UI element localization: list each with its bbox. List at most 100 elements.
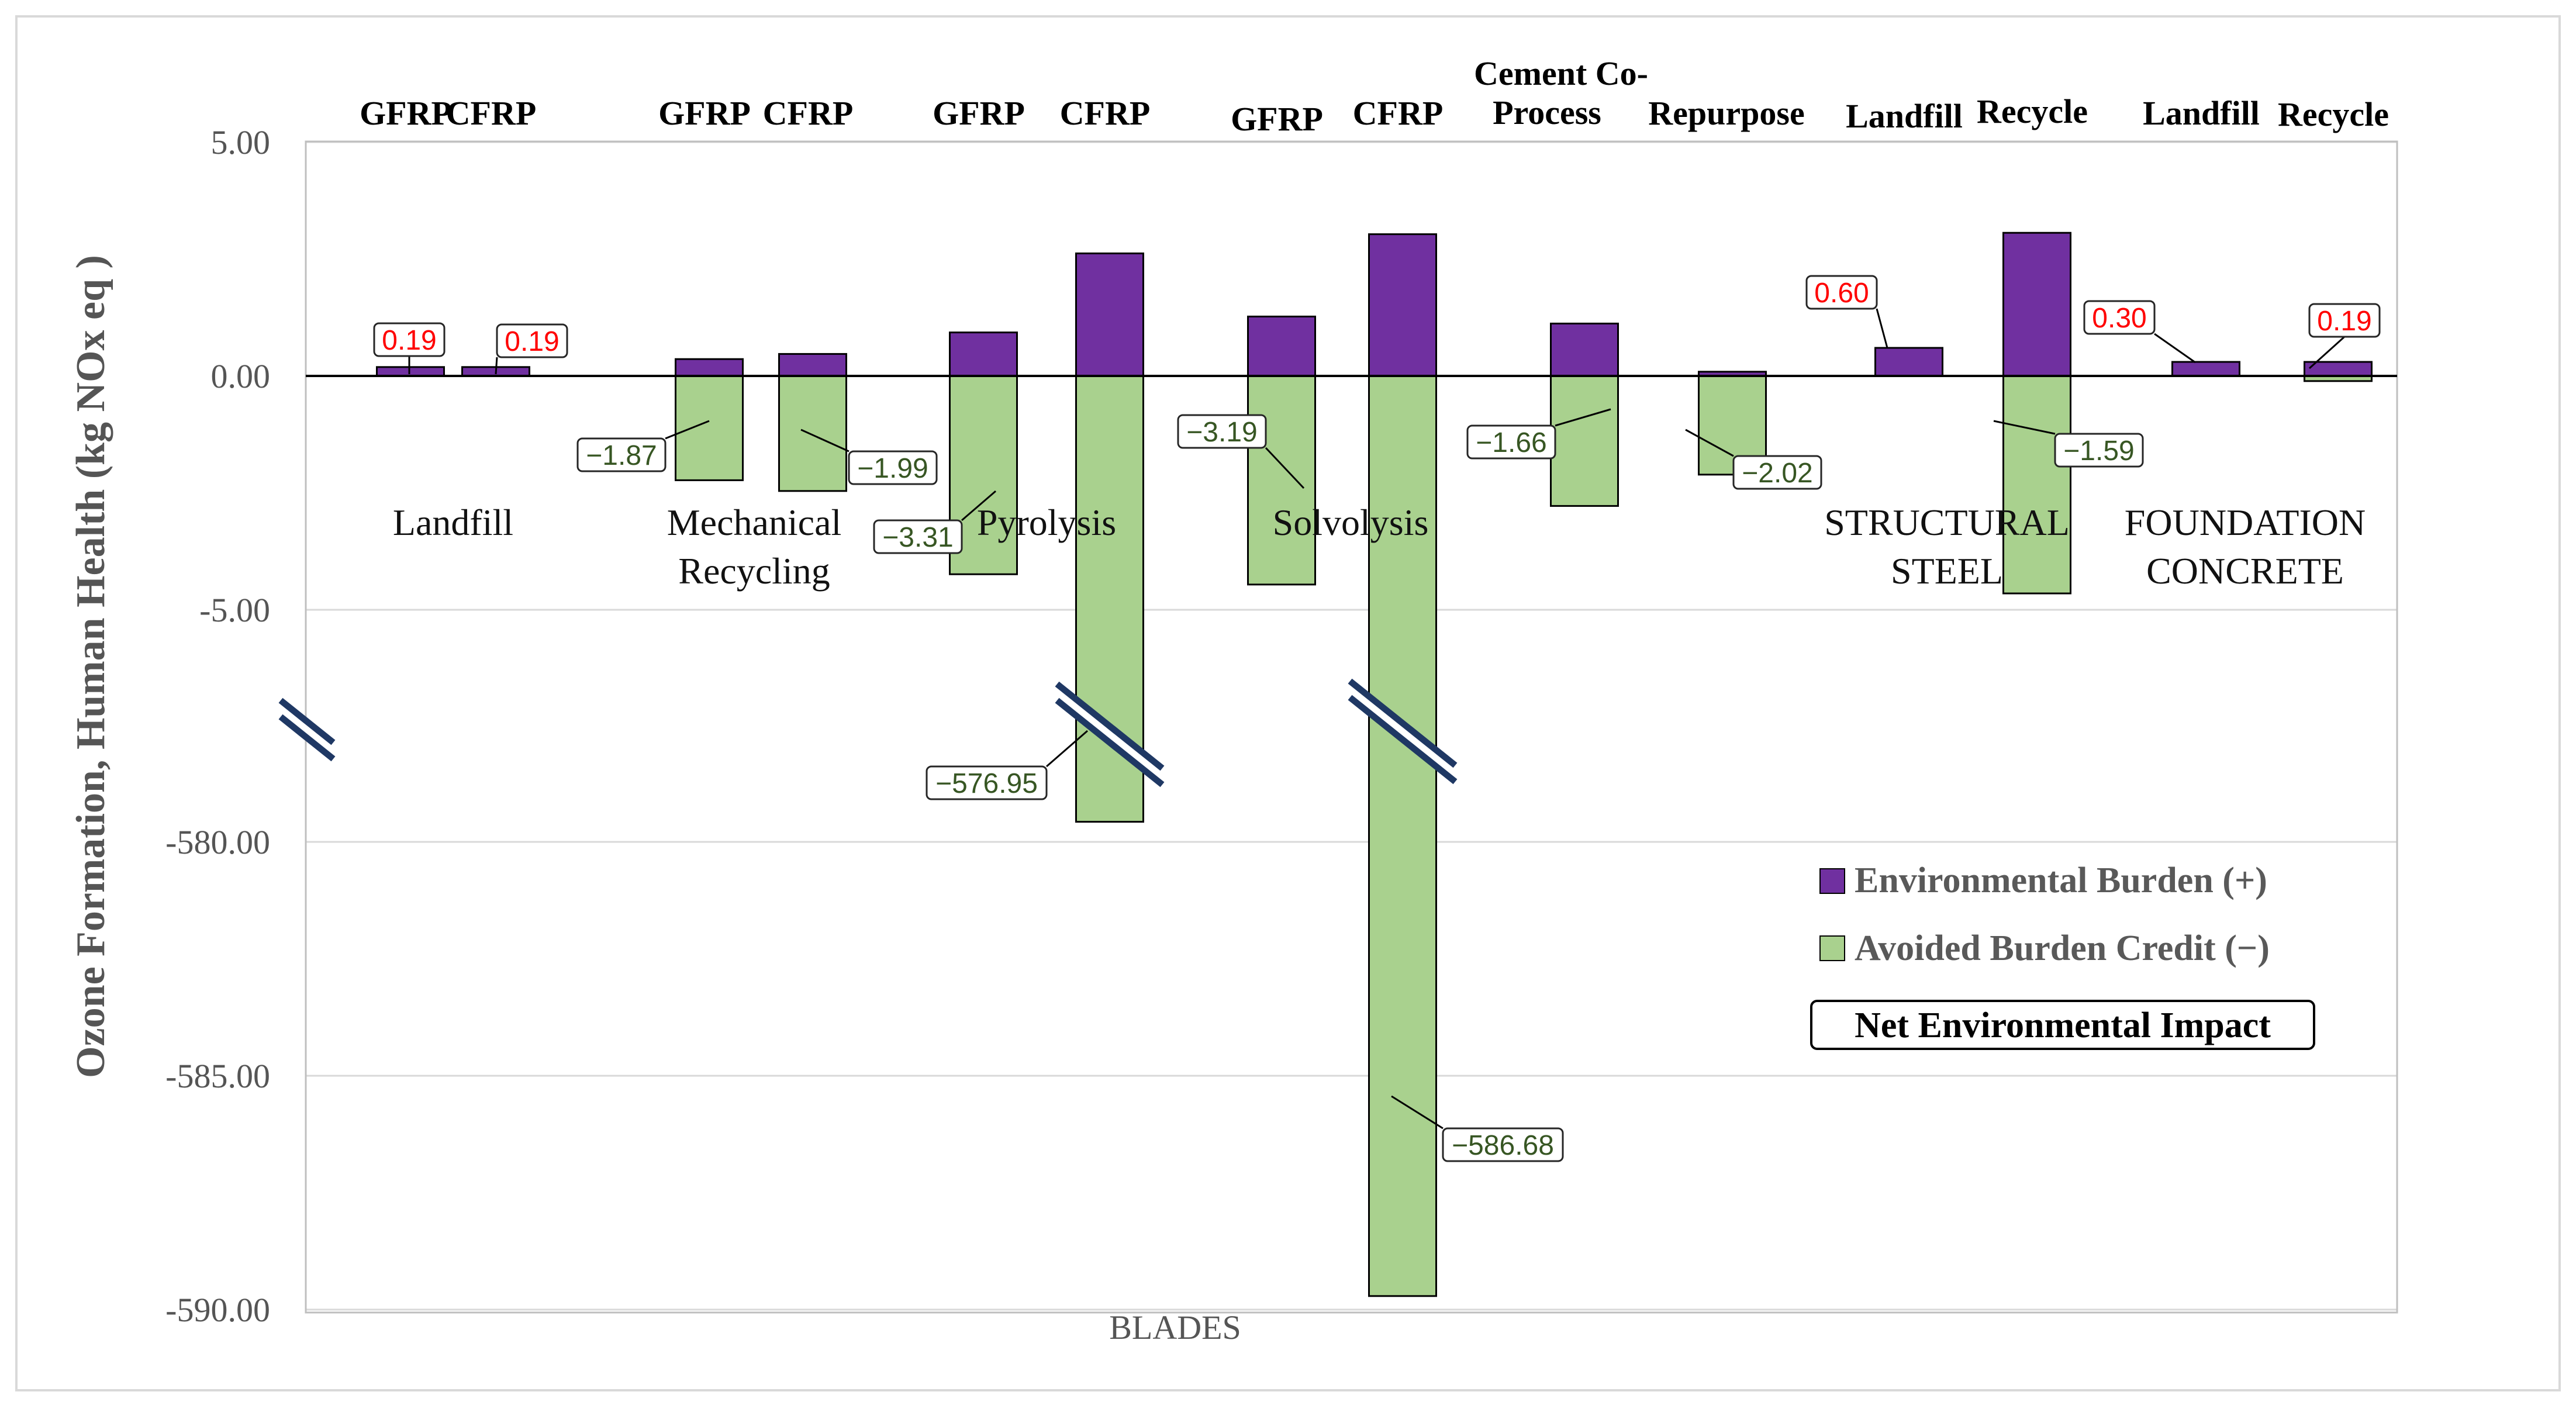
bar-burden [1874,347,1943,377]
group-label: Landfill [393,502,513,543]
data-label: −3.31 [882,522,953,553]
data-label-box [1805,275,1878,310]
data-label-box [1442,1127,1564,1162]
data-label-leader [665,420,710,440]
axis-break-mark [1348,695,1458,785]
data-label: 0.60 [1814,278,1869,309]
data-label-leader [1685,429,1734,457]
group-label: FOUNDATION [2125,502,2366,543]
bar-credit [1247,375,1316,586]
data-label-leader [800,429,850,453]
group-label: STRUCTURAL [1824,502,2070,543]
data-label: −3.19 [1186,417,1257,448]
net-impact-box [1810,1000,2315,1050]
data-label-leader [1046,730,1088,768]
axis-break-mark-gap [1346,684,1459,779]
bar-burden [1247,315,1316,377]
data-label: 0.19 [382,325,436,356]
data-label-leader [1876,308,1888,348]
group-label: Recycling [678,550,830,592]
data-label: −1.87 [586,440,657,471]
data-label-box [1177,414,1267,449]
chart-area-border [15,15,2561,1391]
labels: 5.000.00-5.00-580.00-585.00-590.00GFRPCF… [68,54,2389,1346]
bar-burden [949,331,1018,377]
data-label-leader [495,357,498,375]
data-label: −586.68 [1452,1130,1554,1161]
bar-burden [376,366,445,377]
axis-break-mark-gap [277,703,337,756]
axis-break-mark [278,714,336,762]
axis-break-mark [1055,681,1165,771]
data-label-box [926,765,1048,800]
data-label-leader [961,490,996,522]
bar-burden [778,353,847,377]
group-label: STEEL [1891,550,2003,592]
bar-credit [2002,375,2071,595]
group-label: Solvolysis [1273,502,1429,543]
data-label-box [1466,424,1556,460]
category-label: CFRP [446,94,537,132]
bar-burden [2002,232,2071,377]
bar-credit [778,375,847,492]
y-tick-label: 0.00 [211,357,271,395]
data-label: −576.95 [935,768,1038,799]
data-label-box [2054,433,2144,468]
data-label-box [848,450,938,485]
axis-break-mark [1055,697,1165,788]
data-label-box [576,437,667,472]
y-tick-label: 5.00 [211,123,271,161]
x-axis-label: BLADES [1109,1308,1241,1346]
data-label-leader [2154,333,2196,364]
bar-burden [2304,361,2373,377]
legend-item-burden: Environmental Burden (+) [1855,861,2267,900]
bar-burden [2171,361,2240,377]
y-axis-label: Ozone Formation, Human Health (kg NOx eq… [68,255,113,1078]
category-label: GFRP [360,94,452,132]
legend-swatch-credit [1819,935,1845,961]
data-label: −1.99 [857,453,928,484]
data-label-box [2308,303,2381,338]
category-label: Recycle [1977,92,2088,130]
axis-break-mark-gap [1053,687,1166,782]
category-label: Landfill [1846,97,1963,135]
data-label-leader [1391,1095,1444,1130]
data-label-box [1732,455,1822,490]
bar-burden [1550,322,1619,377]
data-label-leader [1993,420,2056,435]
data-label: 0.19 [505,326,559,357]
category-label: Process [1493,94,1601,132]
category-label: Landfill [2143,94,2260,132]
category-label: GFRP [658,94,751,132]
net-impact-label: Net Environmental Impact [1855,1006,2271,1045]
group-label: CONCRETE [2146,550,2344,592]
legend-swatch-burden [1819,868,1845,894]
bar-burden [1368,233,1437,377]
data-label-box [373,322,446,357]
category-label: Cement Co- [1474,54,1648,92]
bar-credit [675,375,744,481]
axis-break-mark [1348,678,1458,768]
data-label-leader [2308,336,2346,369]
bar-burden [1075,252,1144,377]
legend-item-credit: Avoided Burden Credit (−) [1855,928,2270,968]
category-label: GFRP [1231,100,1323,138]
data-label: −2.02 [1742,458,1812,489]
y-tick-label: -580.00 [165,823,270,861]
category-label: CFRP [1353,94,1444,132]
data-label: 0.19 [2317,306,2371,337]
bars [376,232,2373,1297]
data-label-box [2083,300,2156,335]
data-label: −1.59 [2063,436,2134,467]
data-label-leader [1555,408,1611,427]
group-label: Pyrolysis [977,502,1116,543]
bar-credit [1550,375,1619,507]
data-label-leader [1265,447,1305,489]
y-tick-label: -590.00 [165,1291,270,1329]
bar-credit [1368,375,1437,1297]
data-label-box [496,323,568,358]
category-label: GFRP [933,94,1025,132]
y-tick-label: -5.00 [199,591,270,629]
